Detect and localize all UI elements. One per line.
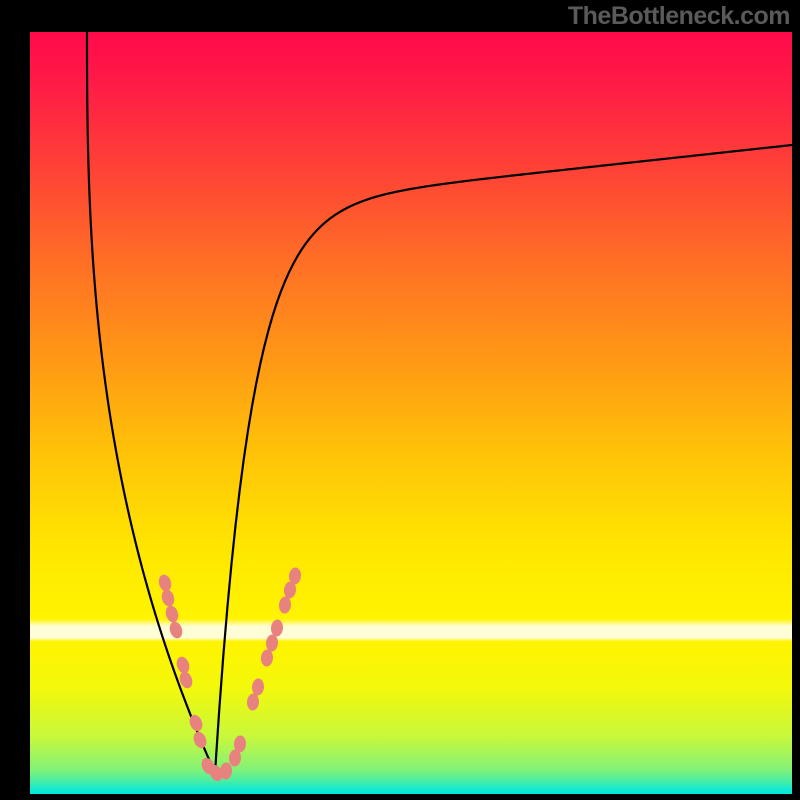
chart-svg [0,0,800,800]
chart-stage: TheBottleneck.com [0,0,800,800]
plot-background [30,32,792,794]
watermark-text: TheBottleneck.com [568,2,790,31]
